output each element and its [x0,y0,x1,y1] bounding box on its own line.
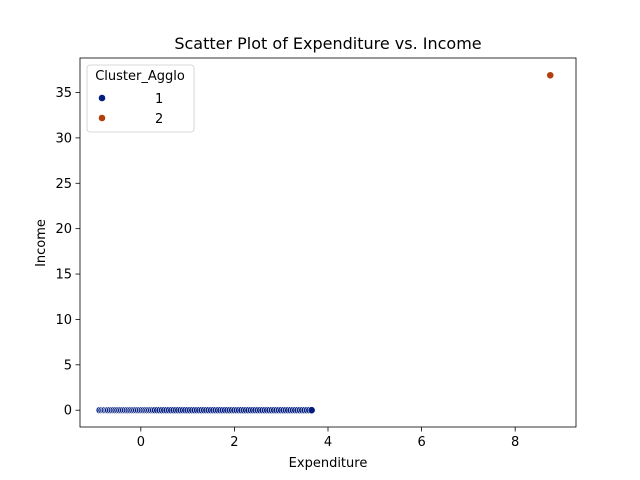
x-tick-label: 0 [137,435,145,450]
legend-box [86,64,195,133]
y-tick-label: 20 [55,222,72,237]
legend-marker-2 [98,114,106,122]
x-tick-label: 8 [511,435,519,450]
y-tick-label: 35 [55,86,72,101]
legend-label-2: 2 [155,112,163,127]
data-point-series-1 [307,406,316,415]
y-tick-label: 15 [55,268,72,283]
y-tick-label: 0 [64,404,72,419]
x-tick-label: 2 [230,435,238,450]
data-points [95,71,555,415]
x-axis-ticks: 0 2 4 6 8 [137,427,519,450]
legend-title: Cluster_Agglo [95,69,185,84]
x-tick-label: 4 [324,435,332,450]
data-point-series-2 [546,71,555,80]
legend: Cluster_Agglo 1 2 [86,64,195,133]
x-axis-label: Expenditure [289,456,368,471]
y-axis-ticks: 0 5 10 15 20 25 30 35 [55,86,80,419]
legend-marker-1 [98,94,106,102]
x-tick-label: 6 [417,435,425,450]
y-tick-label: 25 [55,177,72,192]
y-axis-label: Income [34,219,49,267]
y-tick-label: 10 [55,313,72,328]
y-tick-label: 30 [55,131,72,146]
chart-title: Scatter Plot of Expenditure vs. Income [174,34,481,53]
legend-label-1: 1 [155,92,163,107]
y-tick-label: 5 [64,358,72,373]
